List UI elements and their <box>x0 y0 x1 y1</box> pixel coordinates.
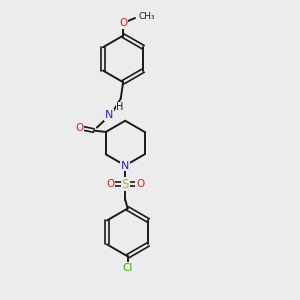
Text: S: S <box>122 178 129 190</box>
Text: O: O <box>136 179 144 189</box>
Text: O: O <box>106 179 114 189</box>
Text: Cl: Cl <box>122 263 133 273</box>
Text: O: O <box>75 123 84 133</box>
Text: N: N <box>121 160 129 170</box>
Text: H: H <box>116 102 123 112</box>
Text: O: O <box>119 18 127 28</box>
Text: CH₃: CH₃ <box>139 12 155 21</box>
Text: N: N <box>105 110 114 120</box>
